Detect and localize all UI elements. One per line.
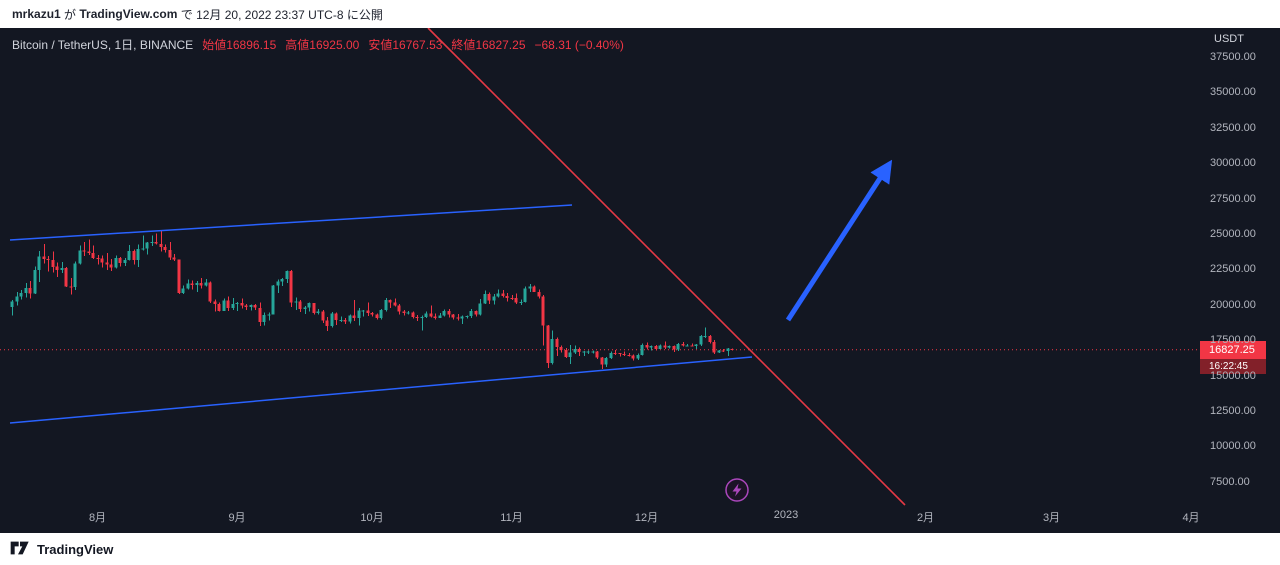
high-label: 高値 xyxy=(285,38,310,52)
footer-bar: TradingView xyxy=(0,533,1280,565)
price-tick: 32500.00 xyxy=(1210,121,1256,134)
flash-icon[interactable] xyxy=(725,478,749,502)
publish-text: が xyxy=(60,7,80,22)
site-name: TradingView.com xyxy=(79,7,178,21)
descending-resistance-line[interactable] xyxy=(427,27,906,506)
channel-lower-line[interactable] xyxy=(9,356,753,424)
price-tick: 30000.00 xyxy=(1210,157,1256,170)
currency-label: USDT xyxy=(1214,33,1244,45)
open-value: 16896.15 xyxy=(226,38,277,52)
price-axis[interactable]: USDT 16827.25 16:22:45 37500.00 35000.00 3… xyxy=(1200,0,1280,565)
symbol-legend: Bitcoin / TetherUS, 1日, BINANCE 始値16896.1… xyxy=(12,36,624,53)
price-tick: 20000.00 xyxy=(1210,298,1256,311)
low-label: 安値 xyxy=(368,38,393,52)
last-price-badge: 16827.25 xyxy=(1200,340,1266,359)
change-value: −68.31 (−0.40%) xyxy=(534,38,624,52)
close-label: 終値 xyxy=(451,38,476,52)
price-tick: 17500.00 xyxy=(1210,334,1256,347)
low-value: 16767.53 xyxy=(392,38,443,52)
price-tick: 22500.00 xyxy=(1210,263,1256,276)
price-tick: 7500.00 xyxy=(1210,475,1250,488)
price-tick: 27500.00 xyxy=(1210,192,1256,205)
channel-upper-line[interactable] xyxy=(9,204,573,241)
price-tick: 15000.00 xyxy=(1210,369,1256,382)
price-tick: 35000.00 xyxy=(1210,86,1256,99)
brand-name[interactable]: TradingView xyxy=(37,541,114,557)
publish-bar: mrkazu1 が TradingView.com で 12月 20, 2022… xyxy=(0,0,1280,28)
candlestick-series xyxy=(10,231,734,369)
close-value: 16827.25 xyxy=(475,38,526,52)
high-value: 16925.00 xyxy=(309,38,360,52)
price-tick: 10000.00 xyxy=(1210,440,1256,453)
publish-date-text: で 12月 20, 2022 23:37 UTC-8 に公開 xyxy=(177,7,383,22)
price-tick: 12500.00 xyxy=(1210,405,1256,417)
countdown-badge: 16:22:45 xyxy=(1200,358,1266,374)
price-tick: 37500.00 xyxy=(1210,51,1256,63)
bullish-arrow[interactable] xyxy=(785,159,893,322)
tradingview-logo-icon[interactable] xyxy=(10,538,30,561)
price-tick: 25000.00 xyxy=(1210,228,1256,240)
symbol-title: Bitcoin / TetherUS, 1日, BINANCE xyxy=(12,38,194,52)
publisher-name: mrkazu1 xyxy=(12,7,61,21)
open-label: 始値 xyxy=(202,38,227,52)
